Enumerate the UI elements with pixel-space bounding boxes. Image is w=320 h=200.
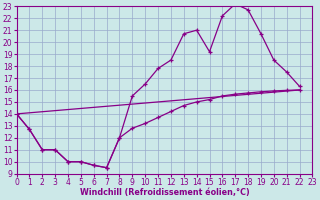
X-axis label: Windchill (Refroidissement éolien,°C): Windchill (Refroidissement éolien,°C)	[80, 188, 249, 197]
